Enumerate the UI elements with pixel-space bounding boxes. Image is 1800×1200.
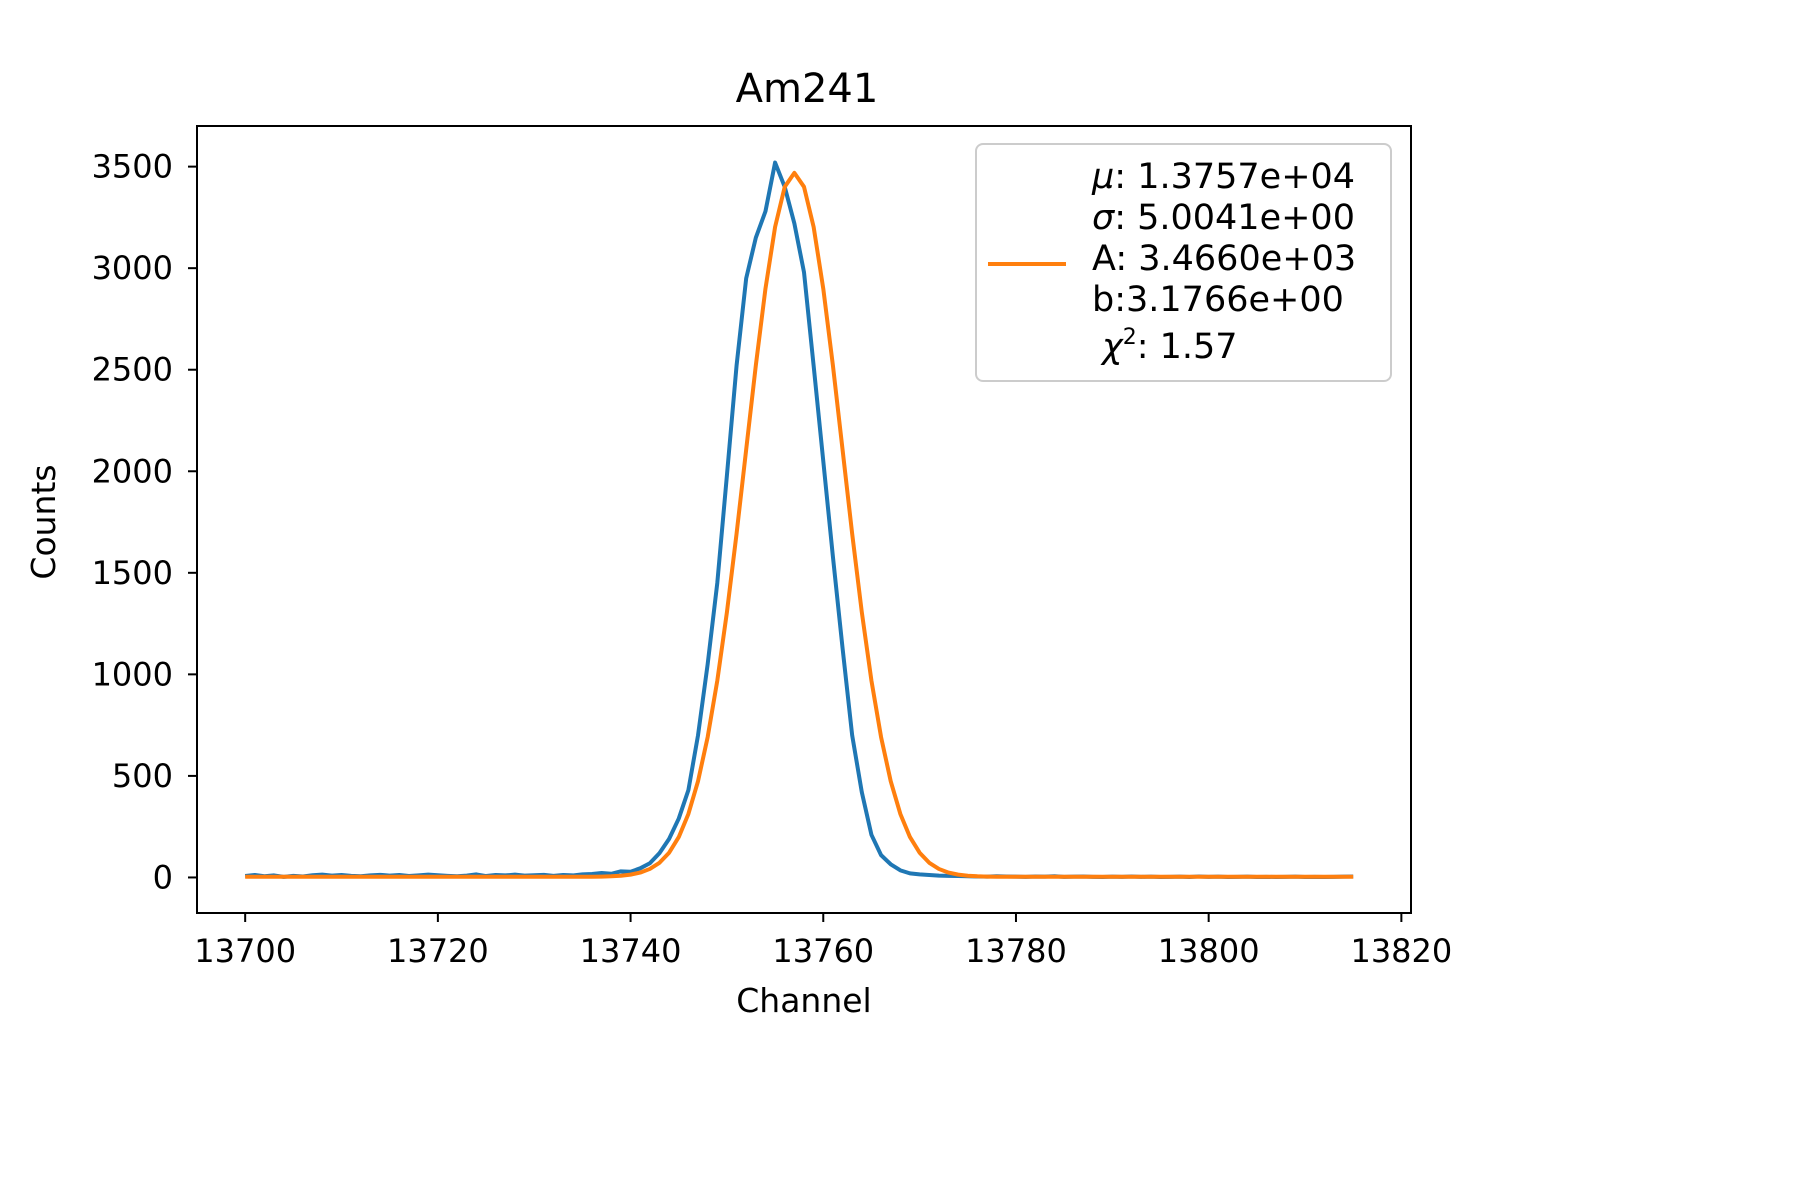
- legend: μ: 1.3757e+04 σ: 5.0041e+00 A: 3.4660e+0…: [976, 144, 1391, 381]
- chi-symbol: χ: [1100, 327, 1124, 367]
- x-tick-label: 13720: [387, 932, 489, 970]
- legend-offset-entry: b:3.1766e+00: [1092, 280, 1344, 320]
- chi-value: : 1.57: [1137, 327, 1238, 367]
- legend-chi-squared-entry: χ2: 1.57: [1100, 325, 1238, 367]
- y-tick-label: 500: [112, 757, 173, 795]
- y-tick-label: 2500: [92, 351, 173, 389]
- x-tick-label: 13740: [580, 932, 682, 970]
- x-tick-label: 13800: [1158, 932, 1260, 970]
- legend-sigma-entry: σ: 5.0041e+00: [1092, 198, 1355, 238]
- x-axis-label: Channel: [736, 981, 871, 1020]
- legend-amplitude-entry: A: 3.4660e+03: [1092, 239, 1356, 279]
- y-axis-label: Counts: [24, 464, 63, 579]
- y-tick-label: 0: [153, 858, 173, 896]
- chi-exponent: 2: [1123, 325, 1137, 350]
- sigma-symbol: σ: [1092, 198, 1116, 238]
- y-tick-label: 3000: [92, 249, 173, 287]
- x-tick-label: 13820: [1350, 932, 1452, 970]
- mu-symbol: μ: [1091, 157, 1114, 197]
- sigma-value: : 5.0041e+00: [1114, 198, 1355, 238]
- chart-title: Am241: [736, 66, 879, 112]
- x-tick-label: 13760: [772, 932, 874, 970]
- mu-value: : 1.3757e+04: [1114, 157, 1355, 197]
- y-tick-label: 1500: [92, 554, 173, 592]
- y-tick-label: 1000: [92, 655, 173, 693]
- legend-mu-entry: μ: 1.3757e+04: [1091, 157, 1355, 197]
- x-tick-label: 13700: [194, 932, 296, 970]
- y-tick-label: 3500: [92, 148, 173, 186]
- y-tick-label: 2000: [92, 452, 173, 490]
- x-tick-label: 13780: [965, 932, 1067, 970]
